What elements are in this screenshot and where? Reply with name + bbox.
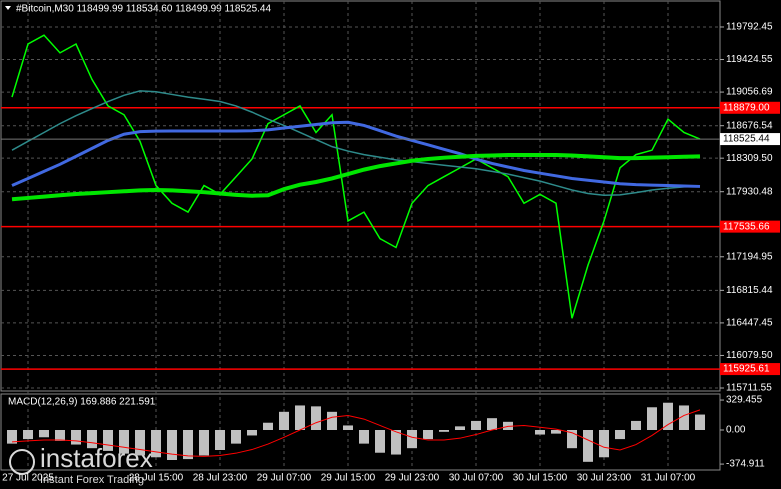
last-price-box	[720, 133, 780, 146]
macd-bar	[167, 430, 177, 460]
macd-bar	[375, 430, 385, 453]
macd-bar	[535, 430, 545, 435]
y-tick-label: 119424.55	[726, 54, 773, 65]
logo: instaforex Instant Forex Trading	[9, 443, 153, 486]
macd-bar	[55, 430, 65, 441]
watermark-tagline: Instant Forex Trading	[40, 474, 144, 486]
y-tick-label: 0.00	[726, 425, 746, 436]
price-line	[11, 120, 701, 188]
x-tick-label: 30 Jul 23:00	[577, 473, 632, 484]
macd-bar	[471, 420, 481, 430]
y-tick-label: 119056.69	[726, 87, 773, 98]
y-tick-label: 117930.48	[726, 186, 773, 197]
macd-bar	[135, 430, 145, 456]
macd-bar	[599, 430, 609, 458]
macd-bar	[615, 430, 625, 440]
price-line	[11, 153, 701, 202]
x-tick-label: 30 Jul 15:00	[513, 473, 568, 484]
x-tick-label: 28 Jul 23:00	[193, 473, 248, 484]
macd-bar	[551, 430, 561, 434]
x-tick-label: 28 Jul 15:00	[129, 473, 184, 484]
macd-bar	[119, 430, 129, 454]
level-label: 115925.61	[723, 364, 770, 375]
level-label-box	[720, 101, 780, 114]
macd-bar	[263, 422, 273, 430]
x-tick-label: 29 Jul 15:00	[321, 473, 376, 484]
macd-bar	[663, 402, 673, 430]
macd-bar	[583, 430, 593, 462]
level-label-box	[720, 363, 780, 376]
macd-bar	[279, 411, 289, 430]
macd-bar	[679, 405, 689, 430]
y-tick-label: 116079.50	[726, 350, 773, 361]
macd-bar	[151, 430, 161, 458]
y-tick-label: 116815.44	[726, 285, 773, 296]
macd-bar	[487, 418, 497, 430]
macd-bar	[103, 430, 113, 451]
logo-icon	[9, 449, 35, 475]
y-tick-label: 115711.55	[726, 383, 772, 394]
level-label: 118879.00	[723, 102, 770, 113]
level-label-box	[720, 220, 780, 233]
macd-bar	[647, 407, 657, 430]
macd-bar	[23, 430, 33, 440]
y-tick-label: 117194.95	[726, 251, 773, 262]
macd-bar	[199, 430, 209, 456]
macd-bar	[359, 430, 369, 444]
y-tick-label: 118676.54	[726, 120, 773, 131]
macd-bar	[407, 430, 417, 449]
macd-bar	[439, 430, 449, 432]
price-line	[11, 34, 701, 319]
main-frame	[0, 0, 721, 392]
macd-bar	[71, 430, 81, 445]
macd-bar	[295, 405, 305, 430]
macd-bar	[87, 430, 97, 449]
macd-bar	[311, 406, 321, 430]
macd-bar	[631, 420, 641, 430]
x-tick-label: 31 Jul 07:00	[641, 473, 696, 484]
macd-bar	[695, 414, 705, 430]
y-tick-label: 329.455	[726, 395, 763, 406]
macd-bar	[215, 430, 225, 450]
level-label: 117535.66	[723, 221, 770, 232]
macd-bar	[247, 430, 257, 436]
x-tick-label: 30 Jul 07:00	[449, 473, 504, 484]
last-price-label: 118525.44	[723, 134, 770, 145]
y-tick-label: 118309.50	[726, 153, 773, 164]
macd-bar	[343, 425, 353, 430]
macd-bar	[327, 411, 337, 430]
x-tick-label: 29 Jul 07:00	[257, 473, 312, 484]
y-tick-label: 116447.45	[726, 318, 773, 329]
menu-arrow	[5, 6, 11, 10]
x-tick-label: 27 Jul 2025	[2, 473, 54, 484]
macd-bar	[567, 430, 577, 449]
macd-bar	[455, 426, 465, 430]
y-tick-label: -374.911	[726, 459, 765, 470]
macd-bar	[39, 430, 49, 438]
macd-bar	[231, 430, 241, 444]
y-tick-label: 119792.45	[726, 22, 773, 33]
macd-bar	[423, 430, 433, 440]
macd-title: MACD(12,26,9) 169.886 221.591	[8, 397, 156, 408]
macd-bar	[183, 430, 193, 460]
signal-line	[11, 409, 701, 457]
chart-title: #Bitcoin,M30 118499.99 118534.60 118499.…	[16, 4, 271, 15]
macd-bar	[7, 430, 17, 444]
x-tick-label: 29 Jul 23:00	[385, 473, 440, 484]
macd-bar	[391, 430, 401, 455]
price-line	[11, 90, 701, 197]
macd-frame	[0, 393, 721, 471]
